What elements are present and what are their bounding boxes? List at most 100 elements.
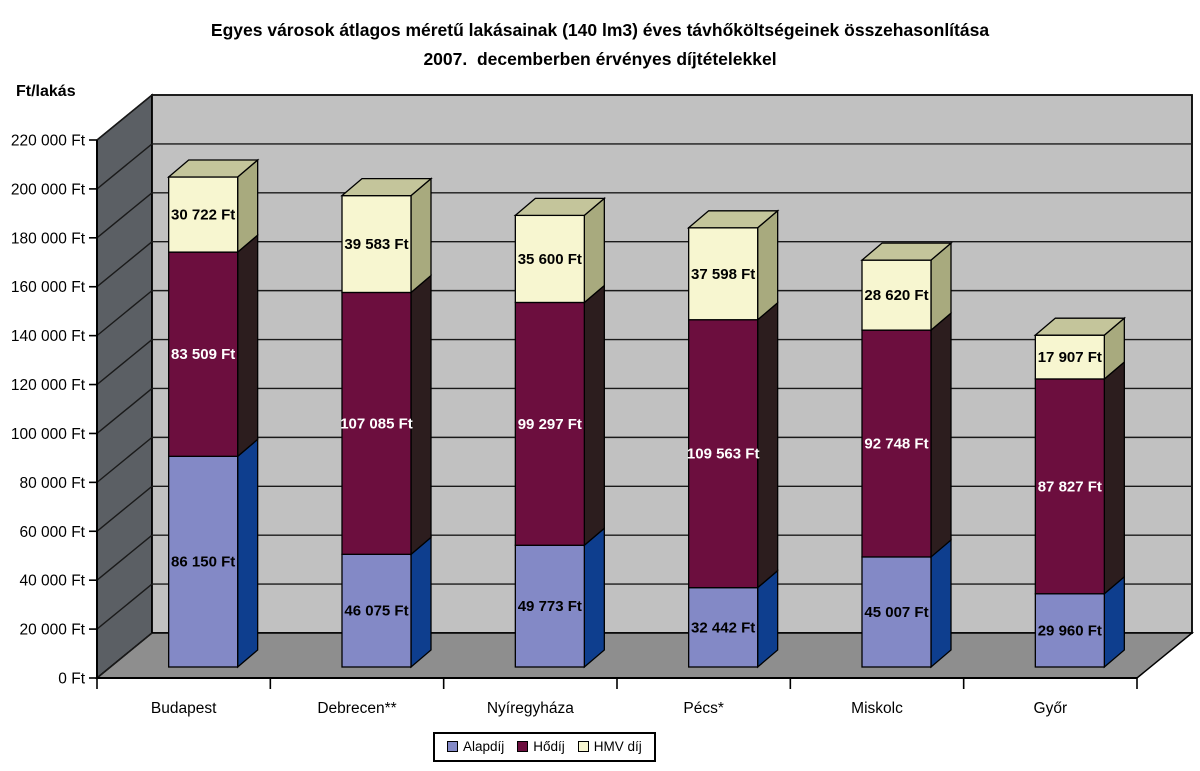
bar-value-label: 46 075 Ft [344,603,408,620]
bar-top-face [860,242,953,261]
y-tick-label: 140 000 Ft [11,328,86,345]
category-label: Debrecen** [317,700,396,717]
legend-label: Alapdíj [463,739,505,754]
bar-segment [688,319,759,589]
chart-title-block: Egyes városok átlagos méretű lakásainak … [0,16,1200,74]
gridline-wall [96,241,153,288]
bar-value-label: 87 827 Ft [1038,478,1102,495]
bar-segment-side [1103,360,1125,596]
y-tick-label: 220 000 Ft [11,133,86,150]
bar-segment [514,544,585,668]
bar-value-label: 17 907 Ft [1038,349,1102,366]
chart-subtitle: 2007. decemberben érvényes díjtételekkel [423,49,777,69]
category-label: Nyíregyháza [487,700,574,717]
legend-label: Hődíj [533,739,565,754]
legend: Alapdíj Hődíj HMV díj [433,732,656,762]
y-tick-label: 60 000 Ft [20,524,86,541]
bar-top-face [513,197,607,217]
legend-swatch [517,741,529,752]
bar-segment-side [410,177,432,294]
bar-value-label: 30 722 Ft [171,207,235,224]
bar-segment [688,587,759,668]
y-tick-label: 100 000 Ft [11,426,86,443]
legend-item: Hődíj [517,739,565,754]
chart-title: Egyes városok átlagos méretű lakásainak … [210,20,990,40]
bar-segment-side [930,538,952,669]
gridline-wall [96,583,153,630]
gridline-wall [96,632,153,679]
bar-value-label: 107 085 Ft [340,415,413,432]
bar-value-label: 39 583 Ft [344,236,408,253]
bar-segment [861,556,932,668]
bar-segment-side [757,209,779,322]
y-tick-label: 180 000 Ft [11,230,86,247]
gridline-wall [96,94,153,141]
bar-value-label: 83 509 Ft [171,346,235,363]
bar-top-face [1033,317,1127,336]
bar-segment [1034,593,1105,668]
category-label: Miskolc [851,700,903,717]
bar-value-label: 99 297 Ft [518,416,582,433]
chart-floor [94,632,1195,679]
bar-segment [1034,334,1105,380]
y-tick-label: 160 000 Ft [11,279,86,296]
gridline-wall [96,290,153,337]
bar-segment [688,227,759,321]
legend-item: HMV díj [577,739,642,754]
bar-value-label: 28 620 Ft [864,287,928,304]
bar-value-label: 109 563 Ft [687,446,760,463]
bar-segment-side [410,274,432,556]
gridline-wall [96,436,153,483]
bar-segment-side [757,301,779,590]
bar-value-label: 35 600 Ft [518,251,582,268]
legend-item: Alapdíj [447,739,504,754]
y-tick-label: 40 000 Ft [20,573,86,590]
gridline-wall [96,485,153,532]
bar-segment-side [237,437,259,669]
bar-top-face [340,178,433,197]
bar-segment [514,301,585,546]
bar-segment [168,455,239,668]
bar-value-label: 29 960 Ft [1038,622,1102,639]
bar-segment [341,195,412,294]
gridline-wall [96,387,153,434]
category-label: Budapest [151,700,217,717]
bar-segment-side [583,526,605,669]
y-tick-label: 0 Ft [58,671,85,688]
bar-segment-side [237,233,259,458]
gridline-wall [96,192,153,239]
category-label: Győr [1034,700,1068,717]
bar-value-label: 49 773 Ft [518,598,582,615]
y-axis-title: Ft/lakás [16,83,76,100]
y-tick-label: 80 000 Ft [20,475,86,492]
bar-segment [514,214,585,304]
bar-segment-side [583,196,605,304]
bar-value-label: 86 150 Ft [171,554,235,571]
gridline-wall [96,143,153,190]
gridline-wall [96,339,153,386]
bar-segment [861,329,932,558]
category-label: Pécs* [683,700,724,717]
bar-segment-side [583,284,605,547]
y-tick-label: 120 000 Ft [11,377,86,394]
legend-label: HMV díj [593,739,642,754]
back-wall [151,94,1193,634]
bar-value-label: 92 748 Ft [864,436,928,453]
bar-segment-side [930,311,952,559]
legend-swatch [447,741,458,752]
bar-value-label: 32 442 Ft [691,619,755,636]
bar-top-face [686,210,780,229]
legend-swatch [577,741,589,752]
bar-segment [341,553,412,668]
bar-segment [341,291,412,555]
bar-value-label: 37 598 Ft [691,266,755,283]
bar-top-face [166,159,260,178]
y-tick-label: 20 000 Ft [20,622,86,639]
bar-value-label: 45 007 Ft [864,604,928,621]
bar-segment-side [410,535,432,669]
y-tick-label: 200 000 Ft [11,181,86,198]
gridline-wall [96,534,153,581]
